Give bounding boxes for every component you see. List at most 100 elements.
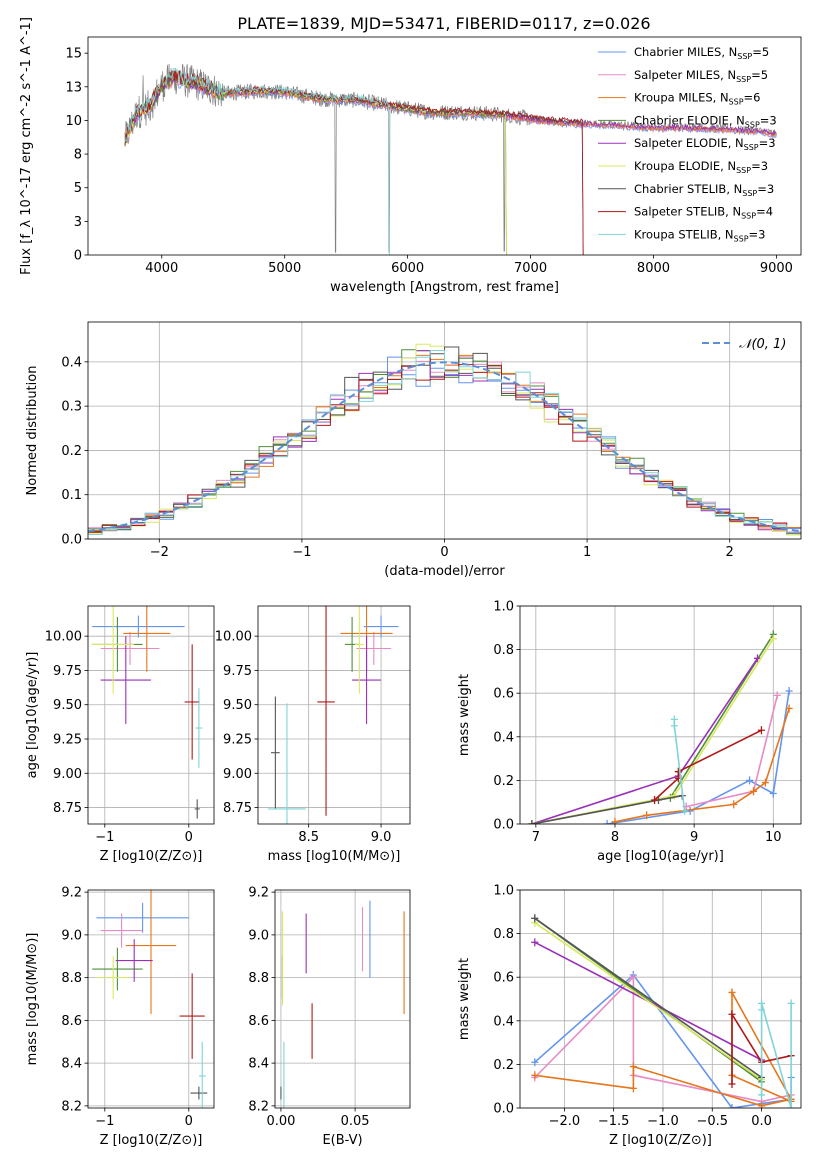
errorbar-point bbox=[92, 606, 135, 694]
weight-marker bbox=[758, 1101, 766, 1108]
y-tick-label: 9.50 bbox=[53, 698, 82, 713]
figure-title: PLATE=1839, MJD=53471, FIBERID=0117, z=0… bbox=[237, 14, 650, 33]
legend-label: Salpeter ELODIE, NSSP=3 bbox=[634, 136, 776, 152]
y-axis-label: Flux [f_λ 10^-17 erg cm^-2 s^-1 A^-1] bbox=[19, 17, 34, 275]
errorbar-point bbox=[194, 799, 200, 819]
axes-frame bbox=[87, 605, 215, 825]
y-tick-label: 0.6 bbox=[493, 971, 514, 986]
errorbar-point bbox=[100, 913, 143, 948]
y-tick-label: 8.8 bbox=[61, 971, 82, 986]
weight-marker bbox=[787, 1104, 795, 1108]
errorbar-point bbox=[92, 947, 143, 991]
x-tick-label: −1 bbox=[95, 830, 114, 845]
weight-marker bbox=[531, 1071, 539, 1080]
weight-marker bbox=[728, 1104, 736, 1108]
legend-nssp: =3 bbox=[760, 113, 777, 127]
y-tick-label: 8.8 bbox=[248, 971, 269, 986]
legend-label: Chabrier MILES, NSSP=5 bbox=[634, 45, 769, 61]
gridlines bbox=[88, 606, 214, 824]
axes-frame bbox=[519, 605, 802, 825]
y-tick-label: 0.0 bbox=[61, 533, 82, 548]
y-tick-label: 9.75 bbox=[53, 664, 82, 679]
legend-nssp: =3 bbox=[751, 159, 768, 173]
legend-nssp: =3 bbox=[757, 182, 774, 196]
x-tick-label: 0 bbox=[185, 1114, 193, 1129]
errorbar-point bbox=[354, 606, 364, 694]
y-tick-label: 9.0 bbox=[248, 928, 269, 943]
legend-label: 𝒩(0, 1) bbox=[739, 337, 786, 352]
weight-marker bbox=[769, 789, 777, 798]
weight-marker bbox=[670, 791, 678, 800]
errorbar-point bbox=[356, 632, 392, 665]
weight-line bbox=[534, 922, 763, 1081]
weight-line bbox=[614, 708, 790, 823]
y-tick-label: 8.2 bbox=[248, 1099, 269, 1114]
weight-line bbox=[760, 1003, 792, 1108]
panel-age-vs-Z: −1 0 8.75 9.00 9.25 9.50 9.75 10.00 Z [log10(Z/Z… bbox=[25, 605, 215, 864]
legend-label: Salpeter MILES, NSSP=5 bbox=[634, 68, 768, 84]
errorbar-point bbox=[195, 688, 203, 768]
x-tick-label: 9 bbox=[690, 830, 698, 845]
axes-frame bbox=[274, 889, 411, 1109]
legend-subscript: SSP bbox=[745, 120, 760, 129]
plot-area bbox=[92, 606, 203, 819]
x-tick-label: 0.00 bbox=[266, 1114, 295, 1129]
y-tick-label: 9.0 bbox=[61, 928, 82, 943]
plot-area bbox=[531, 914, 795, 1108]
y-tick-label: 8.4 bbox=[61, 1057, 82, 1072]
panel-spectrum: 4000 5000 6000 7000 8000 9000 0 3 5 8 10 13 15 wavele… bbox=[19, 17, 802, 295]
y-tick-label: 0.8 bbox=[493, 643, 514, 658]
legend-subscript: SSP bbox=[736, 75, 751, 84]
weight-marker bbox=[758, 1090, 766, 1099]
axes-frame bbox=[257, 605, 411, 825]
x-tick-label: −1.0 bbox=[647, 1114, 679, 1129]
legend-nssp: =4 bbox=[756, 205, 773, 219]
legend-subscript: SSP bbox=[736, 166, 751, 175]
legend-nssp: =5 bbox=[751, 68, 768, 82]
x-tick-label: 2 bbox=[726, 545, 734, 560]
plot-area bbox=[92, 890, 208, 1108]
x-tick-label: −1 bbox=[292, 545, 311, 560]
weight-marker bbox=[681, 806, 689, 815]
legend-label: Chabrier ELODIE, NSSP=3 bbox=[634, 113, 777, 129]
x-tick-label: 8 bbox=[611, 830, 619, 845]
x-tick-label: 0.0 bbox=[751, 1114, 772, 1129]
weight-marker bbox=[603, 820, 611, 824]
errorbar-point bbox=[271, 696, 280, 809]
y-tick-label: 0.1 bbox=[61, 488, 82, 503]
model-spectrum-line bbox=[124, 72, 776, 147]
legend-label: Salpeter STELIB, NSSP=4 bbox=[634, 205, 773, 221]
y-tick-label: 8 bbox=[74, 148, 82, 163]
weight-marker bbox=[531, 1058, 539, 1067]
weight-marker bbox=[629, 973, 637, 982]
gridlines bbox=[258, 606, 410, 824]
y-tick-label: 10.00 bbox=[215, 630, 252, 645]
plot-area bbox=[280, 900, 405, 1108]
y-tick-label: 0.8 bbox=[493, 927, 514, 942]
weight-line bbox=[534, 917, 763, 1079]
plot-area bbox=[528, 630, 793, 824]
x-axis-label: Z [log10(Z/Z⊙)] bbox=[100, 1133, 203, 1148]
y-axis-label: mass weight bbox=[457, 674, 472, 756]
weight-marker bbox=[531, 914, 539, 923]
weight-marker bbox=[651, 796, 659, 805]
weight-marker bbox=[629, 1084, 637, 1093]
weight-marker bbox=[670, 721, 678, 730]
y-axis-label: age [log10(age/yr)] bbox=[25, 652, 40, 779]
x-axis-label: wavelength [Angstrom, rest frame] bbox=[330, 280, 559, 295]
x-tick-label: −0.5 bbox=[696, 1114, 728, 1129]
x-tick-label: 10 bbox=[765, 830, 782, 845]
y-tick-label: 0.2 bbox=[493, 774, 514, 789]
x-tick-label: −2 bbox=[150, 545, 169, 560]
model-spectrum-line bbox=[124, 67, 392, 255]
x-tick-label: 0.05 bbox=[341, 1114, 370, 1129]
weight-marker bbox=[728, 988, 736, 997]
panel-mass-weight-vs-age: 7 8 9 10 0.0 0.2 0.4 0.6 0.8 1.0 age [log10(age/yr… bbox=[457, 600, 802, 864]
weight-marker bbox=[728, 1010, 736, 1019]
weight-marker bbox=[750, 787, 758, 796]
y-tick-label: 0.2 bbox=[61, 444, 82, 459]
panel-mass-vs-EBV: 0.00 0.05 8.2 8.4 8.6 8.8 9.0 9.2 E(B-V) bbox=[248, 886, 411, 1148]
x-tick-label: 4000 bbox=[145, 261, 178, 276]
y-tick-label: 15 bbox=[65, 47, 82, 62]
y-tick-label: 9.25 bbox=[223, 732, 252, 747]
